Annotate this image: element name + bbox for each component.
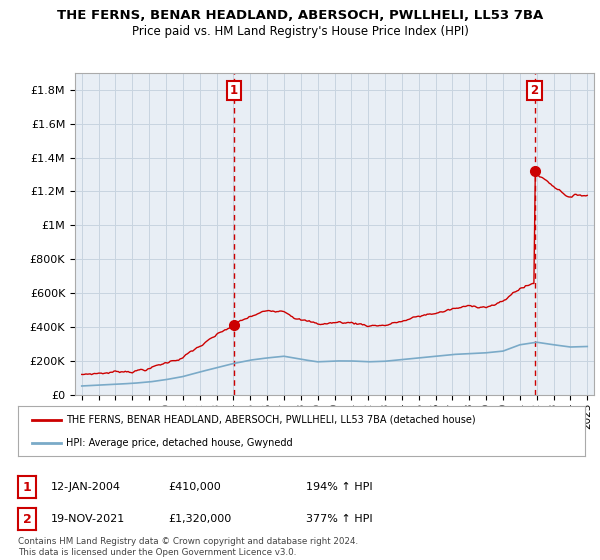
Text: HPI: Average price, detached house, Gwynedd: HPI: Average price, detached house, Gwyn… — [66, 438, 293, 448]
Text: THE FERNS, BENAR HEADLAND, ABERSOCH, PWLLHELI, LL53 7BA: THE FERNS, BENAR HEADLAND, ABERSOCH, PWL… — [57, 9, 543, 22]
Text: 2: 2 — [23, 512, 31, 526]
Text: THE FERNS, BENAR HEADLAND, ABERSOCH, PWLLHELI, LL53 7BA (detached house): THE FERNS, BENAR HEADLAND, ABERSOCH, PWL… — [66, 414, 476, 424]
Text: 12-JAN-2004: 12-JAN-2004 — [51, 482, 121, 492]
Text: 2: 2 — [530, 84, 539, 97]
Text: £1,320,000: £1,320,000 — [168, 514, 231, 524]
Text: Contains HM Land Registry data © Crown copyright and database right 2024.
This d: Contains HM Land Registry data © Crown c… — [18, 537, 358, 557]
Text: 1: 1 — [230, 84, 238, 97]
Text: £410,000: £410,000 — [168, 482, 221, 492]
Text: 194% ↑ HPI: 194% ↑ HPI — [306, 482, 373, 492]
Text: 1: 1 — [23, 480, 31, 494]
Text: 19-NOV-2021: 19-NOV-2021 — [51, 514, 125, 524]
Text: 377% ↑ HPI: 377% ↑ HPI — [306, 514, 373, 524]
Text: Price paid vs. HM Land Registry's House Price Index (HPI): Price paid vs. HM Land Registry's House … — [131, 25, 469, 38]
